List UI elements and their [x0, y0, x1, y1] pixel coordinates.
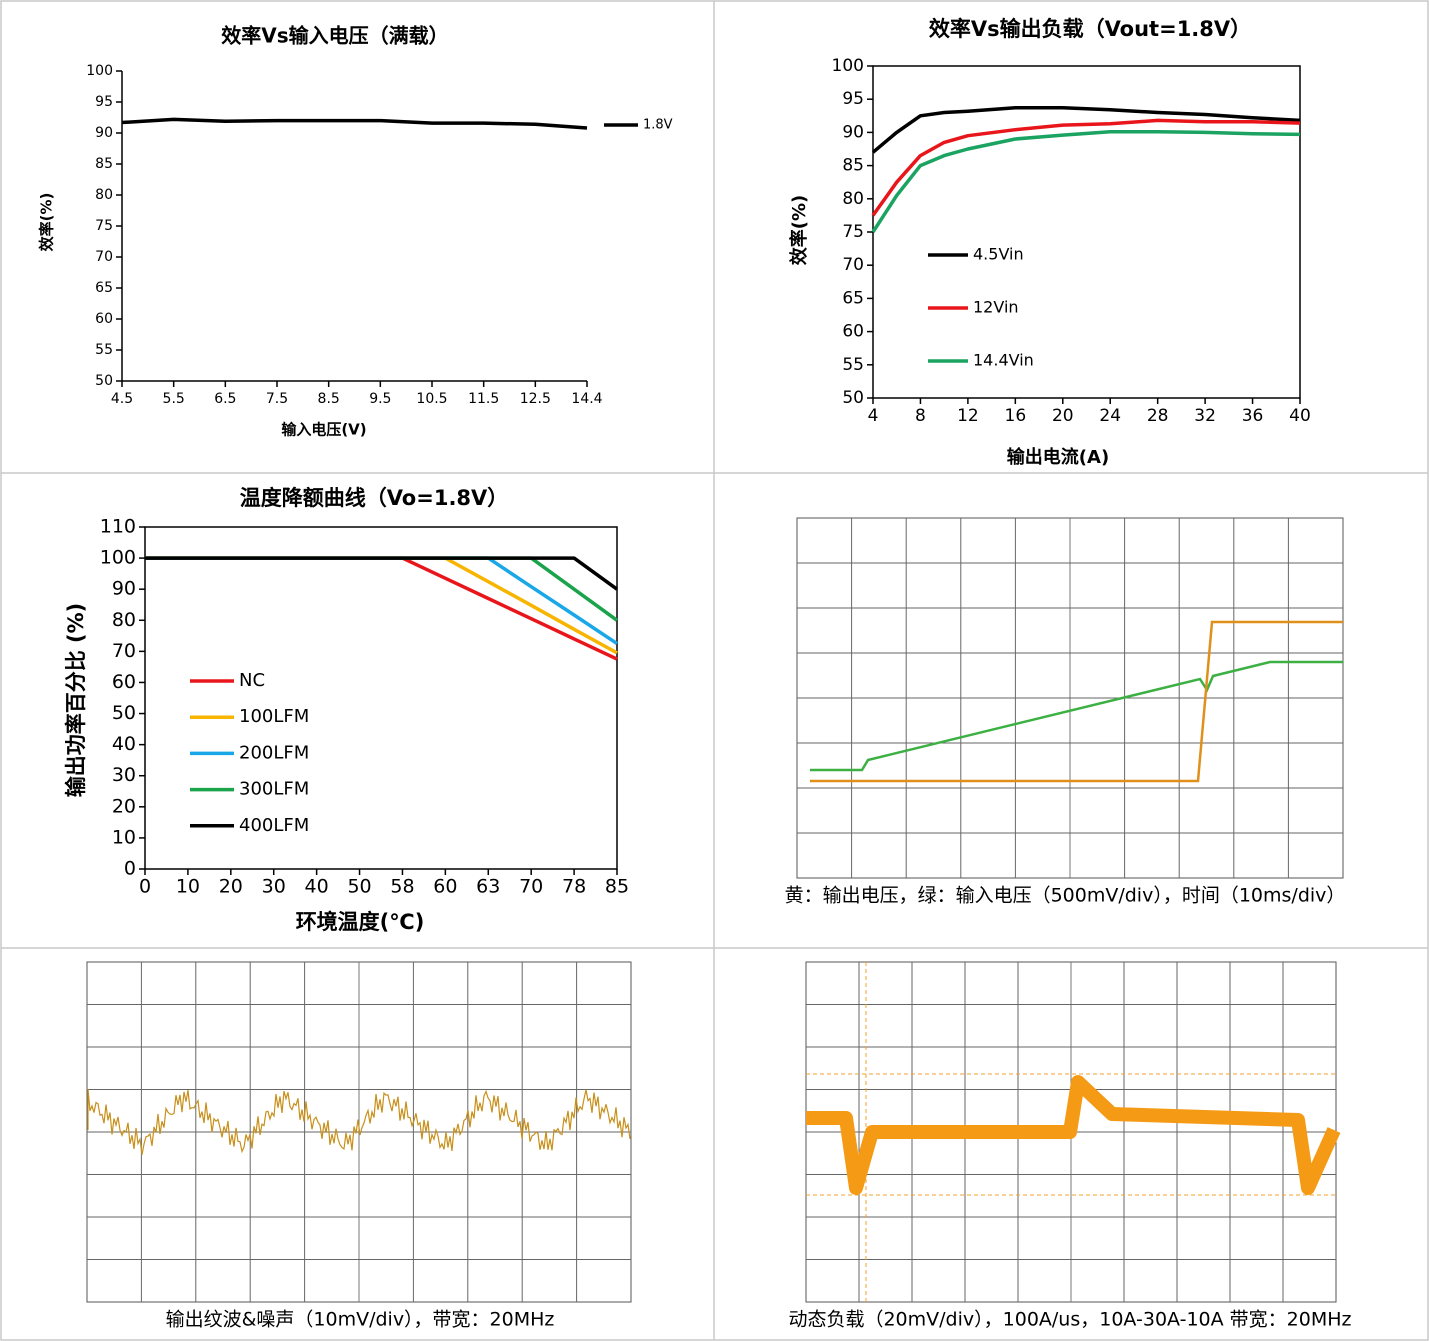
- x-tick-label: 20: [219, 876, 243, 898]
- series-line: [145, 558, 617, 589]
- y-tick-label: 65: [842, 288, 864, 308]
- y-tick-label: 10: [112, 826, 136, 848]
- y-tick-label: 75: [95, 218, 113, 234]
- y-tick-label: 85: [842, 156, 864, 176]
- x-tick-label: 36: [1242, 406, 1264, 426]
- y-tick-label: 70: [842, 255, 864, 275]
- x-tick-label: 11.5: [468, 391, 499, 407]
- x-axis-label: 输出电流(A): [1007, 446, 1109, 468]
- y-tick-label: 110: [100, 516, 136, 538]
- series-line: [145, 558, 617, 620]
- legend-label: 400LFM: [239, 815, 309, 836]
- legend-label: 100LFM: [239, 706, 309, 727]
- y-tick-label: 50: [112, 702, 136, 724]
- y-tick-label: 55: [95, 342, 113, 358]
- scope-trace: [806, 1082, 1334, 1188]
- x-tick-label: 6.5: [214, 391, 236, 407]
- x-tick-label: 9.5: [369, 391, 391, 407]
- legend-label: 200LFM: [239, 742, 309, 763]
- scope-trace: [810, 622, 1343, 781]
- y-tick-label: 70: [95, 249, 113, 265]
- legend-label: 12Vin: [973, 298, 1019, 317]
- x-tick-label: 28: [1147, 406, 1169, 426]
- series-line: [145, 558, 617, 659]
- legend-label: 300LFM: [239, 779, 309, 800]
- y-tick-label: 95: [842, 89, 864, 109]
- y-tick-label: 50: [95, 373, 113, 389]
- x-tick-label: 16: [1005, 406, 1027, 426]
- page: 黄：输出电压，绿：输入电压（500mV/div），时间（10ms/div） 输出…: [0, 0, 1429, 1341]
- y-tick-label: 75: [842, 222, 864, 242]
- x-tick-label: 20: [1052, 406, 1074, 426]
- y-axis-label: 效率(%): [788, 195, 810, 266]
- scope-caption: 输出纹波&噪声（10mV/div），带宽：20MHz: [166, 1309, 555, 1331]
- y-tick-label: 55: [842, 355, 864, 375]
- legend-label: 1.8V: [643, 118, 673, 133]
- x-tick-label: 4.5: [111, 391, 133, 407]
- y-tick-label: 90: [842, 122, 864, 142]
- y-tick-label: 50: [842, 388, 864, 408]
- panel-borders: [1, 1, 1428, 1340]
- y-tick-label: 100: [86, 63, 113, 79]
- y-tick-label: 60: [95, 311, 113, 327]
- x-tick-label: 32: [1194, 406, 1216, 426]
- series-line: [145, 558, 617, 653]
- y-tick-label: 70: [112, 640, 136, 662]
- x-tick-label: 78: [562, 876, 586, 898]
- x-tick-label: 70: [519, 876, 543, 898]
- legend-label: 4.5Vin: [973, 245, 1024, 264]
- series-line: [122, 119, 587, 128]
- x-tick-label: 30: [262, 876, 286, 898]
- x-tick-label: 5.5: [163, 391, 185, 407]
- x-tick-label: 8: [915, 406, 926, 426]
- x-tick-label: 0: [139, 876, 151, 898]
- x-tick-label: 10.5: [416, 391, 447, 407]
- y-tick-label: 80: [112, 609, 136, 631]
- x-tick-label: 12.5: [520, 391, 551, 407]
- y-tick-label: 90: [112, 578, 136, 600]
- y-tick-label: 40: [112, 733, 136, 755]
- x-axis-label: 环境温度(℃): [296, 910, 425, 934]
- plot-frame: [145, 527, 617, 869]
- x-tick-label: 40: [305, 876, 329, 898]
- y-tick-label: 60: [112, 671, 136, 693]
- x-tick-label: 40: [1289, 406, 1311, 426]
- x-axis-label: 输入电压(V): [281, 421, 366, 439]
- y-tick-label: 100: [100, 547, 136, 569]
- x-tick-label: 8.5: [318, 391, 340, 407]
- scope-caption: 黄：输出电压，绿：输入电压（500mV/div），时间（10ms/div）: [785, 885, 1346, 907]
- legend-label: 14.4Vin: [973, 351, 1034, 370]
- x-tick-label: 12: [957, 406, 979, 426]
- scope-captures: [87, 518, 1343, 1302]
- y-tick-label: 80: [842, 189, 864, 209]
- chart-title: 温度降额曲线（Vo=1.8V）: [240, 486, 509, 510]
- y-tick-label: 65: [95, 280, 113, 296]
- y-tick-label: 30: [112, 764, 136, 786]
- x-tick-label: 58: [390, 876, 414, 898]
- x-tick-label: 60: [433, 876, 457, 898]
- x-tick-label: 85: [605, 876, 629, 898]
- x-tick-label: 7.5: [266, 391, 288, 407]
- scope-trace: [810, 662, 1343, 770]
- legend-label: NC: [239, 670, 265, 691]
- y-tick-label: 20: [112, 795, 136, 817]
- y-axis-label: 效率(%): [38, 193, 56, 252]
- y-tick-label: 95: [95, 94, 113, 110]
- x-tick-label: 4: [868, 406, 879, 426]
- scope-caption: 动态负载（20mV/div），100A/us，10A-30A-10A 带宽：20…: [788, 1309, 1351, 1331]
- x-tick-label: 10: [176, 876, 200, 898]
- y-tick-label: 85: [95, 156, 113, 172]
- chart-title: 效率Vs输入电压（满载）: [221, 24, 448, 48]
- y-tick-label: 100: [832, 56, 864, 76]
- x-tick-label: 50: [347, 876, 371, 898]
- y-tick-label: 0: [124, 858, 136, 880]
- y-tick-label: 80: [95, 187, 113, 203]
- x-tick-label: 14.4: [571, 391, 602, 407]
- y-axis-label: 输出功率百分比 (%): [64, 603, 88, 798]
- chart-title: 效率Vs输出负载（Vout=1.8V）: [929, 17, 1251, 41]
- x-tick-label: 63: [476, 876, 500, 898]
- x-tick-label: 24: [1099, 406, 1121, 426]
- y-tick-label: 90: [95, 125, 113, 141]
- y-tick-label: 60: [842, 322, 864, 342]
